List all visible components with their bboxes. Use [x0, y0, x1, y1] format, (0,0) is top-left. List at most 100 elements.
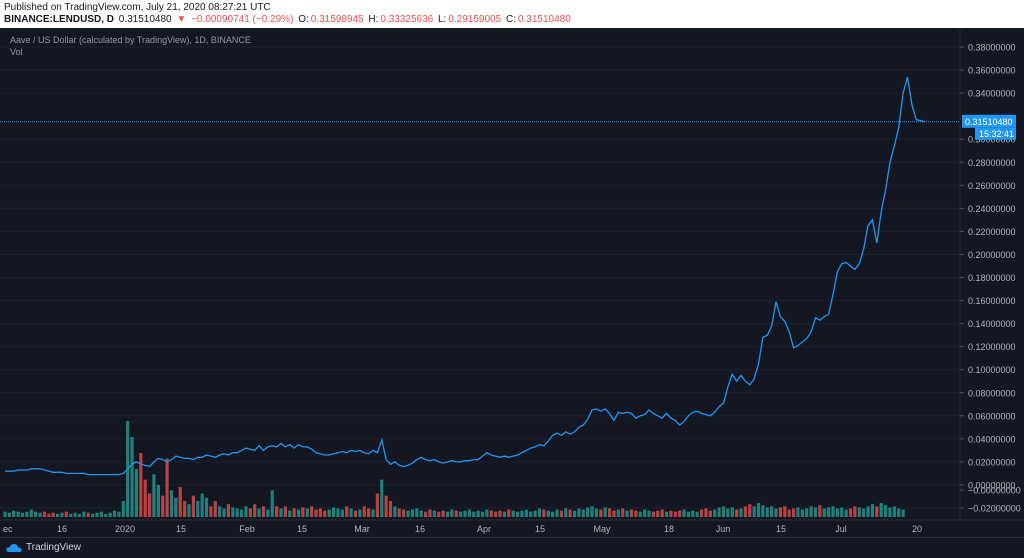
volume-bar — [25, 511, 29, 517]
volume-bar — [546, 510, 550, 517]
volume-bar — [165, 458, 169, 517]
volume-bar — [345, 506, 349, 517]
volume-bar — [524, 509, 528, 517]
volume-bar — [660, 509, 664, 517]
volume-bar — [897, 508, 901, 517]
chart-header: Published on TradingView.com, July 21, 2… — [0, 0, 1024, 28]
volume-bar — [393, 506, 397, 517]
volume-bar — [494, 511, 498, 517]
volume-bar — [266, 509, 270, 517]
volume-bar — [218, 506, 222, 517]
volume-bar — [778, 507, 783, 517]
footer: TradingView — [0, 537, 1024, 558]
volume-bar — [47, 513, 51, 517]
y-tick-label: 0.00000000 — [968, 480, 1016, 490]
volume-bar — [472, 511, 476, 517]
volume-bar — [875, 506, 879, 517]
high-value: 0.33325636 — [380, 14, 434, 25]
volume-bar — [695, 511, 699, 517]
volume-bar — [257, 508, 261, 517]
volume-bar — [594, 508, 599, 517]
low-label: L: — [438, 14, 447, 25]
volume-bar — [621, 508, 625, 517]
volume-bar — [147, 493, 152, 517]
time-axis[interactable]: ec 16 2020 15 Feb 15 Mar 16 Apr 15 May 18 Jun 15 Jul 20 — [3, 524, 922, 534]
volume-bar — [371, 509, 375, 517]
volume-bar — [130, 437, 134, 517]
volume-bar — [862, 508, 866, 517]
volume-bar — [152, 474, 156, 517]
volume-bar — [292, 508, 296, 517]
volume-bar — [756, 503, 761, 517]
volume-bar — [515, 511, 520, 517]
volume-bar — [691, 510, 695, 517]
volume-bar — [323, 510, 327, 517]
grid — [0, 46, 960, 509]
volume-bar — [283, 506, 287, 517]
volume-bar — [704, 508, 708, 517]
volume-bar — [713, 509, 717, 517]
tradingview-logo[interactable]: TradingView — [6, 542, 81, 553]
volume-bar — [599, 509, 603, 517]
volume-bar — [699, 509, 704, 517]
volume-bar — [104, 513, 108, 517]
volume-bar — [616, 509, 620, 517]
volume-bar — [261, 506, 266, 517]
price-axis[interactable]: 0.380000000.360000000.340000000.30000000… — [960, 43, 1021, 514]
y-tick-label: 0.22000000 — [968, 227, 1016, 237]
volume-label: Vol — [10, 47, 23, 57]
volume-bar — [77, 513, 82, 517]
volume-bar — [441, 510, 445, 517]
volume-bar — [883, 505, 888, 517]
ohlc-line: BINANCE:LENDUSD, D 0.31510480 ▼ −0.00090… — [4, 14, 573, 25]
volume-bar — [638, 511, 642, 517]
volume-bar — [384, 495, 388, 517]
volume-bar — [318, 508, 323, 517]
y-tick-label: 0.36000000 — [968, 66, 1016, 76]
price-line-layer — [0, 76, 960, 476]
volume-bar — [358, 509, 362, 517]
y-tick-label: 0.38000000 — [968, 43, 1016, 53]
volume-bar — [752, 506, 756, 517]
volume-bar — [64, 511, 68, 517]
countdown-value: 15:32:41 — [979, 129, 1014, 139]
y-tick-label: 0.12000000 — [968, 342, 1016, 352]
x-tick-label: May — [593, 524, 611, 534]
y-tick-label: 0.18000000 — [968, 273, 1016, 283]
volume-bar — [204, 497, 209, 517]
volume-bar — [340, 509, 344, 517]
volume-bar — [134, 469, 139, 517]
price-badge: 0.31510480 15:32:41 — [962, 114, 1016, 140]
volume-bar — [901, 509, 905, 517]
volume-bar — [796, 507, 800, 517]
volume-bar — [656, 510, 660, 517]
volume-bar — [327, 509, 331, 517]
y-tick-label: −0.00000000 — [968, 486, 1021, 496]
open-label: O: — [298, 14, 309, 25]
volume-bar — [511, 510, 515, 517]
volume-bar — [551, 511, 555, 517]
price-chart[interactable]: 0.380000000.360000000.340000000.30000000… — [0, 28, 1024, 537]
price-line — [5, 76, 926, 476]
volume-bar — [402, 509, 406, 517]
volume-bar — [507, 509, 511, 517]
y-tick-label: 0.20000000 — [968, 250, 1016, 260]
volume-bar — [331, 507, 336, 517]
volume-bars — [3, 421, 905, 517]
symbol-label: BINANCE:LENDUSD, D — [4, 14, 114, 25]
volume-bar — [586, 507, 590, 517]
volume-bar — [375, 493, 379, 517]
volume-bar — [275, 506, 279, 517]
volume-bar — [682, 509, 686, 517]
volume-bar — [467, 509, 471, 517]
y-tick-label: 0.14000000 — [968, 319, 1016, 329]
low-value: 0.29159005 — [448, 14, 502, 25]
volume-bar — [827, 507, 831, 517]
volume-bar — [739, 508, 743, 517]
volume-bar — [787, 509, 791, 517]
volume-bar — [607, 508, 612, 517]
volume-bar — [643, 509, 647, 517]
chart-area[interactable]: 0.380000000.360000000.340000000.30000000… — [0, 28, 1024, 537]
x-tick-label: 16 — [415, 524, 425, 534]
volume-bar — [533, 510, 537, 517]
